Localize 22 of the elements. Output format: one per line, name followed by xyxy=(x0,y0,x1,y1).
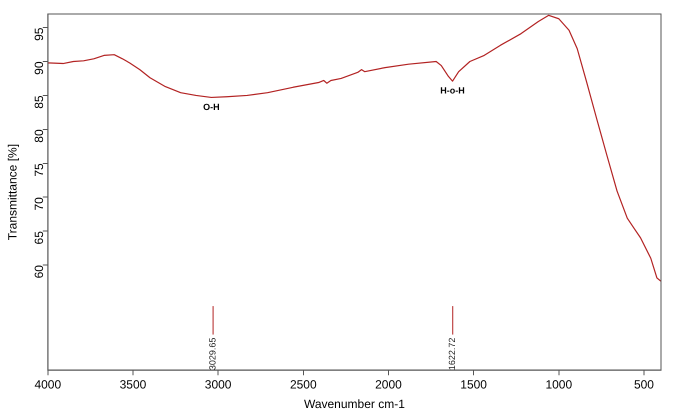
annotation: 1622.72 xyxy=(447,338,458,370)
y-tick-label: 65 xyxy=(32,230,46,244)
y-tick-label: 80 xyxy=(32,129,46,143)
x-tick-label: 2500 xyxy=(290,378,317,392)
x-tick-label: 3000 xyxy=(204,378,232,392)
y-tick-label: 75 xyxy=(32,162,46,177)
annotation: O-H xyxy=(203,102,220,112)
x-tick-label: 3500 xyxy=(120,378,147,392)
x-tick-label: 500 xyxy=(634,378,654,392)
y-axis-title: Transmittance [%] xyxy=(6,144,20,240)
x-axis-title: Wavenumber cm-1 xyxy=(304,397,406,412)
y-tick-label: 85 xyxy=(32,95,46,109)
y-tick-label: 60 xyxy=(32,264,46,278)
x-tick-label: 1500 xyxy=(460,378,488,392)
y-tick-label: 90 xyxy=(32,61,46,75)
y-tick-label: 70 xyxy=(32,196,46,211)
y-tick-label: 95 xyxy=(32,27,46,41)
x-tick-label: 2000 xyxy=(375,378,402,392)
annotation: H-o-H xyxy=(440,86,465,96)
x-tick-label: 1000 xyxy=(545,378,572,392)
annotation: 3029.65 xyxy=(208,338,218,370)
x-tick-label: 4000 xyxy=(34,378,62,392)
